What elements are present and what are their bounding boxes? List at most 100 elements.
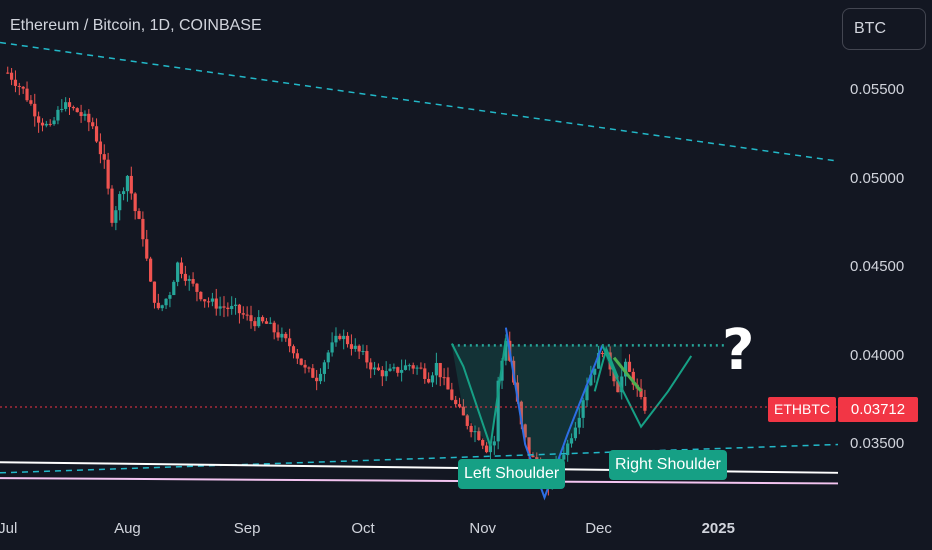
- candle-body: [322, 362, 326, 374]
- candle-body: [357, 345, 361, 352]
- candle-body: [280, 333, 284, 338]
- candle-body: [569, 438, 574, 444]
- candle-body: [129, 175, 133, 194]
- candle-body: [83, 113, 87, 117]
- time-tick-label: 2025: [701, 520, 735, 537]
- candle-body: [481, 439, 485, 446]
- left-shoulder-label: Left Shoulder: [458, 459, 566, 489]
- candle-body: [33, 103, 37, 117]
- candle-body: [450, 389, 454, 400]
- candle-body: [600, 352, 605, 354]
- candle-body: [643, 397, 647, 411]
- candle-body: [631, 371, 635, 385]
- candle-body: [276, 332, 280, 338]
- time-tick-label: Sep: [233, 520, 261, 537]
- candle-body: [384, 370, 388, 377]
- candle-body: [531, 455, 535, 458]
- candle-body: [496, 380, 500, 442]
- candle-body: [372, 367, 377, 370]
- time-tick-label: Oct: [351, 520, 375, 537]
- candle-body: [326, 352, 330, 363]
- candle-body: [284, 333, 288, 339]
- candle-body: [596, 352, 601, 369]
- candle-body: [492, 441, 496, 446]
- candle-body: [411, 365, 415, 369]
- candle-body: [17, 85, 21, 87]
- candle-body: [315, 377, 319, 382]
- candle-body: [419, 367, 423, 369]
- support-line-pink: [0, 477, 839, 485]
- symbol-tag: ETHBTC: [768, 397, 836, 422]
- candle-body: [149, 258, 153, 282]
- candle-body: [133, 193, 137, 212]
- candle-body: [253, 321, 257, 327]
- candle-body: [71, 106, 75, 109]
- candle-body: [87, 113, 91, 123]
- candle-body: [400, 369, 404, 373]
- candle-body: [573, 427, 578, 439]
- candle-body: [179, 262, 184, 274]
- candle-body: [214, 298, 218, 309]
- candle-body: [392, 367, 396, 369]
- candle-body: [523, 424, 527, 438]
- candle-body: [639, 388, 643, 398]
- candle-body: [67, 102, 72, 107]
- candle-body: [334, 335, 338, 343]
- candle-body: [612, 369, 616, 382]
- candle-body: [237, 304, 242, 314]
- candle-body: [9, 72, 14, 80]
- candle-body: [257, 317, 261, 327]
- candle-body: [307, 367, 311, 369]
- candle-body: [156, 302, 160, 309]
- candle-body: [589, 374, 593, 386]
- candle-body: [620, 376, 624, 393]
- candle-body: [423, 368, 427, 379]
- candle-body: [268, 322, 272, 324]
- candle-body: [434, 362, 438, 376]
- candle-body: [191, 279, 195, 284]
- candle-body: [349, 344, 354, 349]
- time-tick-label: Dec: [585, 520, 612, 537]
- candle-body: [249, 315, 253, 322]
- candle-body: [415, 367, 419, 369]
- candle-body: [342, 335, 346, 340]
- time-tick-label: Aug: [114, 520, 141, 537]
- candle-body: [361, 351, 365, 353]
- pattern-overlay: [450, 327, 727, 501]
- candle-body: [40, 122, 45, 126]
- price-tick-label: 0.03500: [850, 435, 905, 453]
- price-tick-label: 0.04000: [850, 346, 905, 364]
- candle-body: [519, 401, 523, 425]
- candle-body: [121, 191, 126, 195]
- head-line: [504, 327, 604, 501]
- candle-body: [125, 175, 130, 192]
- candle-body: [427, 378, 431, 383]
- candle-body: [473, 431, 477, 433]
- candle-body: [457, 404, 462, 407]
- candle-body: [581, 400, 585, 418]
- price-tick-label: 0.05000: [850, 169, 905, 187]
- right-shoulder-projection: [601, 344, 693, 429]
- candle-body: [110, 188, 114, 223]
- candle-body: [195, 283, 199, 292]
- candle-body: [380, 370, 384, 377]
- candle-body: [91, 122, 95, 127]
- candle-body: [430, 375, 435, 383]
- question-mark: ?: [722, 318, 755, 383]
- candle-body: [48, 123, 52, 125]
- candle-body: [407, 365, 411, 367]
- candle-body: [206, 301, 211, 303]
- support-dashed-line: [0, 443, 839, 474]
- candle-body: [187, 279, 191, 281]
- currency-button[interactable]: BTC: [842, 8, 926, 50]
- candle-body: [118, 194, 122, 211]
- pattern-shading: [451, 338, 622, 491]
- candle-body: [388, 368, 392, 371]
- candle-body: [245, 314, 249, 316]
- candle-body: [64, 102, 68, 109]
- candle-body: [454, 399, 458, 405]
- candle-body: [376, 367, 381, 371]
- candle-body: [585, 385, 589, 401]
- candle-body: [330, 342, 334, 353]
